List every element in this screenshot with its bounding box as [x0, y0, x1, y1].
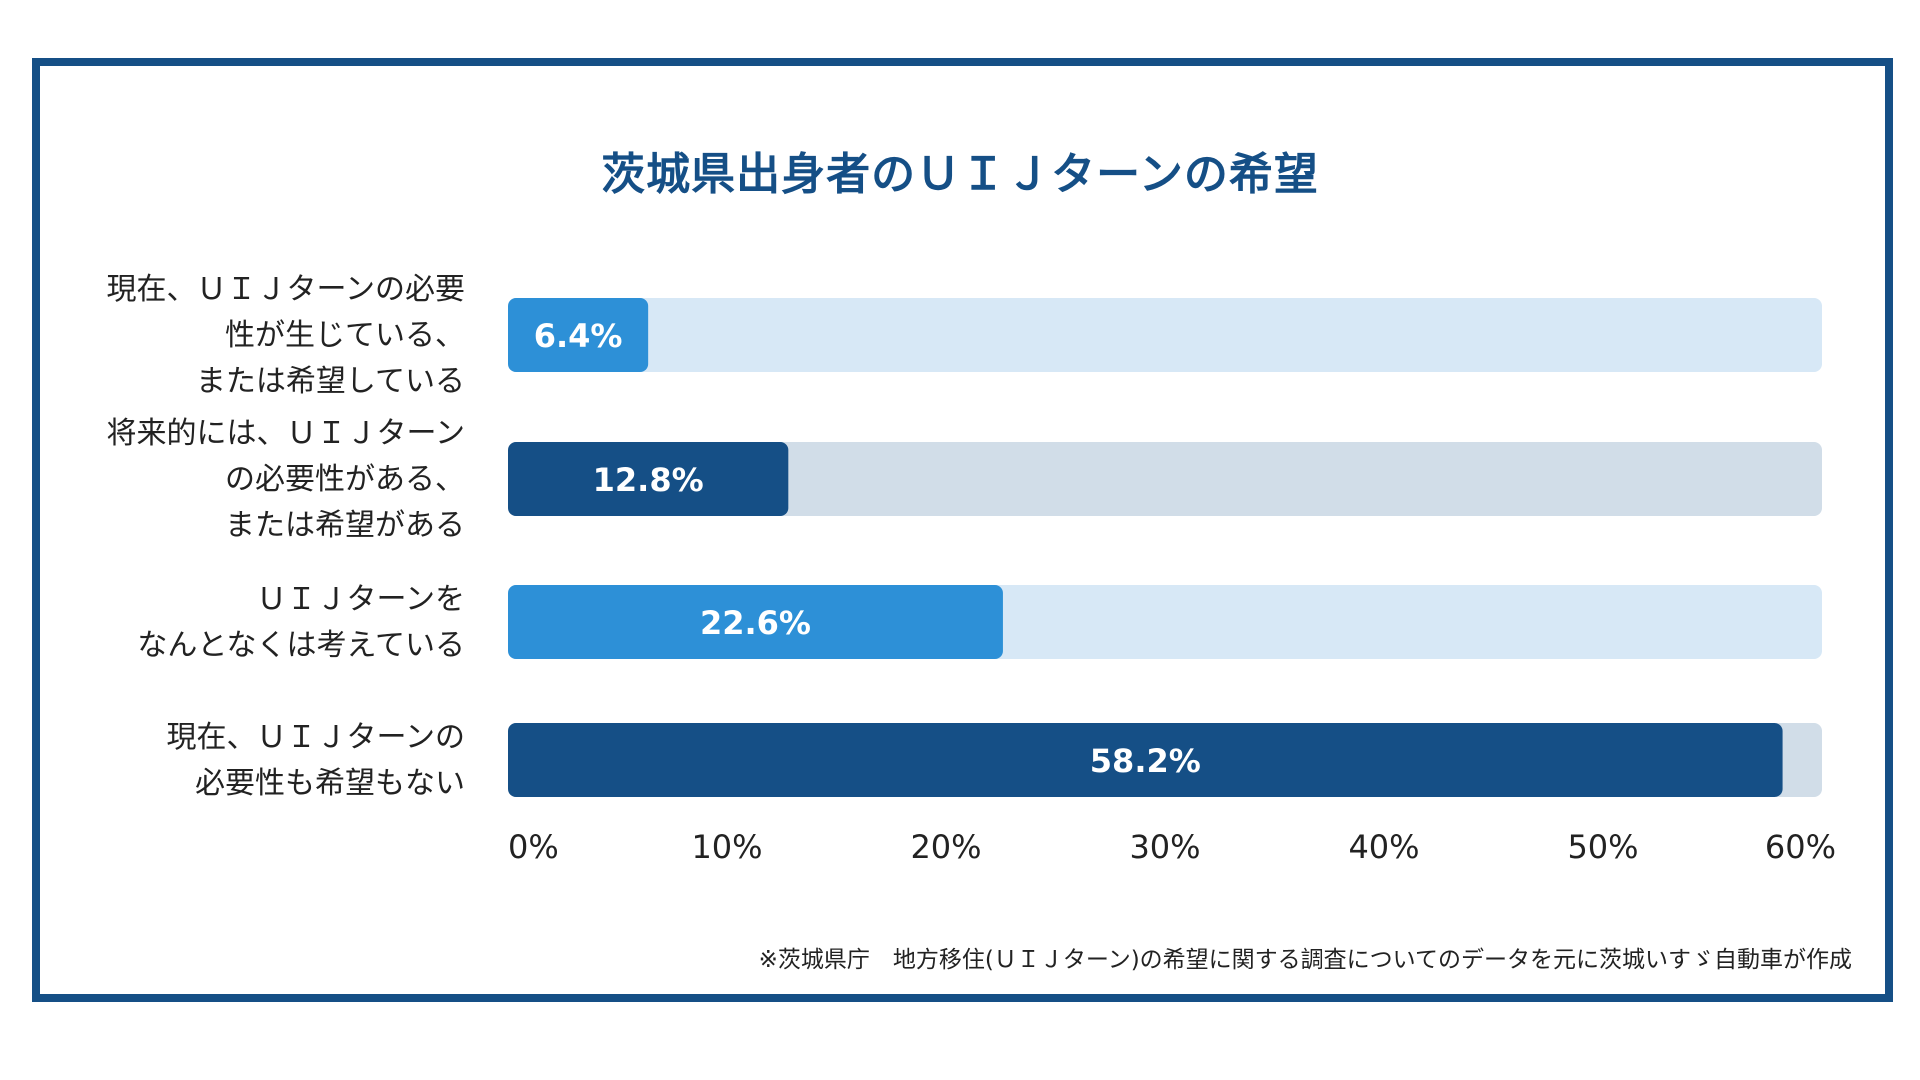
bar-value-label-3: 22.6%: [700, 604, 811, 642]
x-tick-label: 20%: [910, 828, 981, 866]
category-label-2: 将来的には、ＵＩＪターンの必要性がある、または希望がある: [107, 416, 466, 543]
category-label-line: 性が生じている、: [225, 318, 465, 353]
bar-value-label-4: 58.2%: [1090, 742, 1201, 780]
category-label-line: 将来的には、ＵＩＪターン: [107, 416, 466, 451]
category-label-line: 現在、ＵＩＪターンの: [167, 720, 466, 755]
category-label-3: ＵＩＪターンをなんとなくは考えている: [137, 582, 465, 663]
bar-track-1: [508, 298, 1822, 372]
category-label-line: または希望がある: [225, 508, 465, 543]
bar-value-label-1: 6.4%: [534, 317, 623, 355]
x-tick-label: 50%: [1567, 828, 1638, 866]
category-label-line: または希望している: [196, 364, 465, 399]
category-label-line: 必要性も希望もない: [195, 766, 465, 801]
bar-2: [508, 442, 789, 516]
category-label-line: ＵＩＪターンを: [257, 582, 466, 617]
chart-title: 茨城県出身者のＵＩＪターンの希望: [601, 149, 1319, 200]
category-label-line: の必要性がある、: [225, 462, 465, 497]
bar-track-2: [508, 442, 1822, 516]
bar-4: [508, 723, 1783, 797]
chart-frame: [32, 58, 1893, 1002]
category-label-4: 現在、ＵＩＪターンの必要性も希望もない: [167, 720, 466, 801]
x-tick-label: 10%: [691, 828, 762, 866]
x-tick-label: 30%: [1129, 828, 1200, 866]
x-tick-label: 0%: [508, 828, 559, 866]
category-label-line: 現在、ＵＩＪターンの必要: [107, 272, 466, 307]
bar-value-label-2: 12.8%: [593, 461, 704, 499]
source-footnote: ※茨城県庁 地方移住(ＵＩＪターン)の希望に関する調査についてのデータを元に茨城…: [758, 947, 1852, 973]
bar-1: [508, 298, 649, 372]
category-label-line: なんとなくは考えている: [137, 628, 465, 663]
category-label-1: 現在、ＵＩＪターンの必要性が生じている、または希望している: [107, 272, 466, 399]
x-tick-label: 40%: [1348, 828, 1419, 866]
x-tick-label: 60%: [1765, 828, 1836, 866]
bar-3: [508, 585, 1003, 659]
